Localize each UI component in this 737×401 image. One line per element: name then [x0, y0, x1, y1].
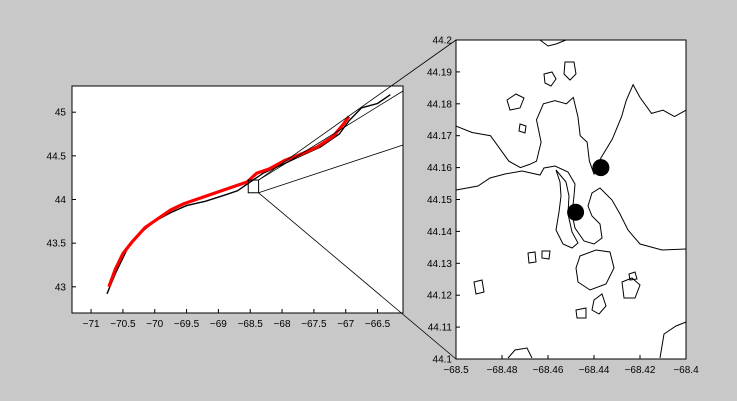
overview-x-tick-label: −66.5 [365, 319, 391, 330]
inset-y-tick-label: 44.14 [427, 227, 452, 238]
overview-x-tick-label: −68.5 [238, 319, 264, 330]
inset-islet-k [473, 279, 485, 295]
overview-map-frame [71, 85, 404, 314]
inset-x-tick-label: −68.42 [625, 365, 656, 376]
zoom-connector-lines [258, 39, 457, 360]
inset-bay-shape [555, 169, 579, 249]
station-marker-label: 34 [570, 207, 582, 218]
overview-x-tick-label: −70 [146, 319, 163, 330]
inset-islet-a [543, 71, 557, 87]
overview-x-tick-label: −69.5 [174, 319, 200, 330]
overview-mapped-area [107, 115, 351, 288]
inset-x-tick-label: −68.4 [673, 365, 699, 376]
zoom-connector-2 [258, 90, 404, 181]
overview-x-tick-label: −68 [274, 319, 291, 330]
inset-y-tick-label: 44.2 [433, 36, 453, 47]
zoom-connector-0 [258, 39, 457, 181]
inset-islet-e [527, 251, 537, 264]
inset-y-tick-label: 44.16 [427, 163, 452, 174]
station-marker-label: 35 [595, 163, 607, 174]
inset-y-tick-label: 44.13 [427, 259, 452, 270]
overview-x-tick-label: −70.5 [110, 319, 136, 330]
inset-islet-h [591, 293, 607, 315]
inset-coastline [455, 83, 687, 176]
zoom-connector-1 [258, 192, 457, 360]
overview-x-axis: −71 −70.5 −70 −69.5 −69 −68.5 −68 −67.5 −67 −66.5 [83, 309, 391, 330]
overview-x-tick-label: −71 [83, 319, 100, 330]
overview-zoom-box [247, 179, 260, 194]
inset-island-peninsula [455, 165, 687, 251]
overview-x-tick-label: −67 [337, 319, 354, 330]
overview-map-coast-layer [106, 94, 391, 295]
inset-y-tick-label: 44.12 [427, 291, 452, 302]
inset-x-axis: −68.5 −68.48 −68.46 −68.44 −68.42 −68.4 [443, 355, 699, 376]
overview-y-tick-label: 44.5 [47, 151, 67, 162]
overview-map: −71 −70.5 −70 −69.5 −69 −68.5 −68 −67.5 −67 −66.5… [47, 85, 404, 330]
inset-map-frame [455, 39, 687, 360]
inset-islet-g [575, 249, 615, 291]
inset-islet-j [628, 271, 638, 281]
inset-y-tick-label: 44.17 [427, 131, 452, 142]
inset-islet-n [659, 321, 687, 359]
inset-islet-d [518, 123, 527, 134]
inset-islet-c [506, 93, 525, 111]
inset-y-tick-label: 44.15 [427, 195, 452, 206]
overview-y-tick-label: 44 [55, 195, 67, 206]
overview-y-tick-label: 43 [55, 282, 67, 293]
inset-y-axis: 44.1 44.11 44.12 44.13 44.14 44.15 44.16 44.17 4… [427, 36, 460, 366]
inset-x-tick-label: −68.5 [443, 365, 469, 376]
inset-islet-o [539, 39, 567, 47]
inset-islet-i [621, 277, 641, 299]
inset-y-tick-label: 44.1 [433, 355, 453, 366]
inset-x-tick-label: −68.48 [487, 365, 518, 376]
inset-station-markers: 35 34 [567, 159, 610, 221]
inset-y-tick-label: 44.19 [427, 67, 452, 78]
overview-y-axis: 43 43.5 44 44.5 45 [47, 108, 76, 293]
inset-y-tick-label: 44.18 [427, 99, 452, 110]
inset-y-tick-label: 44.11 [428, 323, 453, 334]
inset-islet-l [575, 307, 587, 319]
overview-x-tick-label: −67.5 [301, 319, 327, 330]
inset-islet-f [541, 250, 551, 260]
inset-islet-b [563, 61, 577, 81]
zoom-connector-3 [258, 144, 404, 194]
inset-x-tick-label: −68.46 [533, 365, 564, 376]
inset-islet-m [507, 347, 533, 359]
inset-shapes [455, 39, 687, 359]
inset-x-tick-label: −68.44 [579, 365, 610, 376]
station-marker-34 [567, 203, 585, 221]
overview-y-tick-label: 43.5 [47, 239, 67, 250]
station-marker-35 [592, 159, 610, 177]
overview-x-tick-label: −69 [210, 319, 227, 330]
overview-y-tick-label: 45 [55, 108, 67, 119]
